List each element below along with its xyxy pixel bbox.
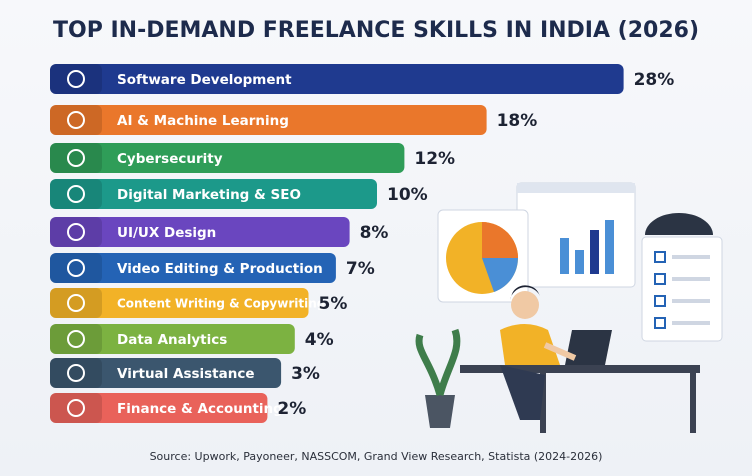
- bar: [50, 358, 282, 388]
- source-note: Source: Upwork, Payoneer, NASSCOM, Grand…: [150, 450, 603, 463]
- desk-leg: [690, 373, 696, 433]
- icon-box: [50, 217, 102, 247]
- icon: [67, 223, 85, 241]
- value-label: 3%: [291, 364, 320, 384]
- icon-box: [50, 393, 102, 423]
- hair: [510, 285, 540, 300]
- bar: [50, 64, 624, 94]
- panel-bar: [517, 183, 635, 193]
- plant: [415, 328, 461, 396]
- icon-box: [50, 179, 102, 209]
- value-label: 7%: [346, 259, 375, 279]
- deco: [645, 213, 713, 235]
- icon-box: [50, 143, 102, 173]
- value-label: 2%: [277, 399, 306, 419]
- bar-label: AI & Machine Learning: [117, 113, 289, 129]
- icon-box: [50, 105, 102, 135]
- line-deco: [672, 255, 710, 259]
- check: [654, 251, 666, 263]
- laptop: [565, 330, 612, 365]
- bar-label: Data Analytics: [117, 332, 227, 348]
- value-label: 8%: [360, 223, 389, 243]
- bar: [50, 324, 295, 354]
- icon-box: [50, 324, 102, 354]
- arm: [543, 342, 577, 361]
- icon-box: [50, 253, 102, 283]
- bar: [50, 179, 377, 209]
- torso: [500, 324, 560, 365]
- icon-box: [50, 64, 102, 94]
- pie-deco: [482, 258, 519, 292]
- value-label: 18%: [497, 111, 538, 131]
- check: [654, 317, 666, 329]
- bar-label: Software Development: [117, 72, 292, 88]
- bar: [50, 393, 268, 423]
- bar-label: Digital Marketing & SEO: [117, 187, 301, 203]
- bar-label: Virtual Assistance: [117, 366, 255, 382]
- value-label: 5%: [319, 294, 348, 314]
- bar-label: Content Writing & Copywriting: [117, 297, 325, 311]
- bar: [50, 288, 309, 318]
- bar-label: Video Editing & Production: [117, 261, 323, 277]
- bar-label: Cybersecurity: [117, 151, 223, 167]
- deco-bar: [590, 230, 599, 274]
- icon: [67, 399, 85, 417]
- value-label: 10%: [387, 185, 428, 205]
- bar: [50, 217, 350, 247]
- icon: [67, 185, 85, 203]
- icon: [67, 70, 85, 88]
- icon: [67, 294, 85, 312]
- bar: [50, 143, 405, 173]
- icon: [67, 364, 85, 382]
- deco-bar: [575, 250, 584, 274]
- head: [511, 291, 539, 319]
- deco-bar: [605, 220, 614, 274]
- value-label: 12%: [414, 149, 455, 169]
- icon-box: [50, 358, 102, 388]
- icon: [67, 259, 85, 277]
- chart-title: TOP IN-DEMAND FREELANCE SKILLS IN INDIA …: [53, 18, 699, 43]
- line-deco: [672, 321, 710, 325]
- bar-label: Finance & Accounting: [117, 401, 283, 417]
- deco-bar: [560, 238, 569, 274]
- icon-box: [50, 288, 102, 318]
- check: [654, 295, 666, 307]
- value-label: 4%: [305, 330, 334, 350]
- bar: [50, 253, 336, 283]
- line-deco: [672, 299, 710, 303]
- pie-deco: [482, 222, 518, 258]
- icon: [67, 111, 85, 129]
- value-label: 28%: [634, 70, 675, 90]
- bar: [50, 105, 487, 135]
- desk-leg: [540, 373, 546, 433]
- desk: [460, 365, 700, 373]
- bar-label: UI/UX Design: [117, 225, 216, 241]
- line-deco: [672, 277, 710, 281]
- icon: [67, 149, 85, 167]
- icon: [67, 330, 85, 348]
- legs: [500, 365, 545, 420]
- check: [654, 273, 666, 285]
- illustration: [415, 182, 723, 433]
- pot: [425, 395, 455, 428]
